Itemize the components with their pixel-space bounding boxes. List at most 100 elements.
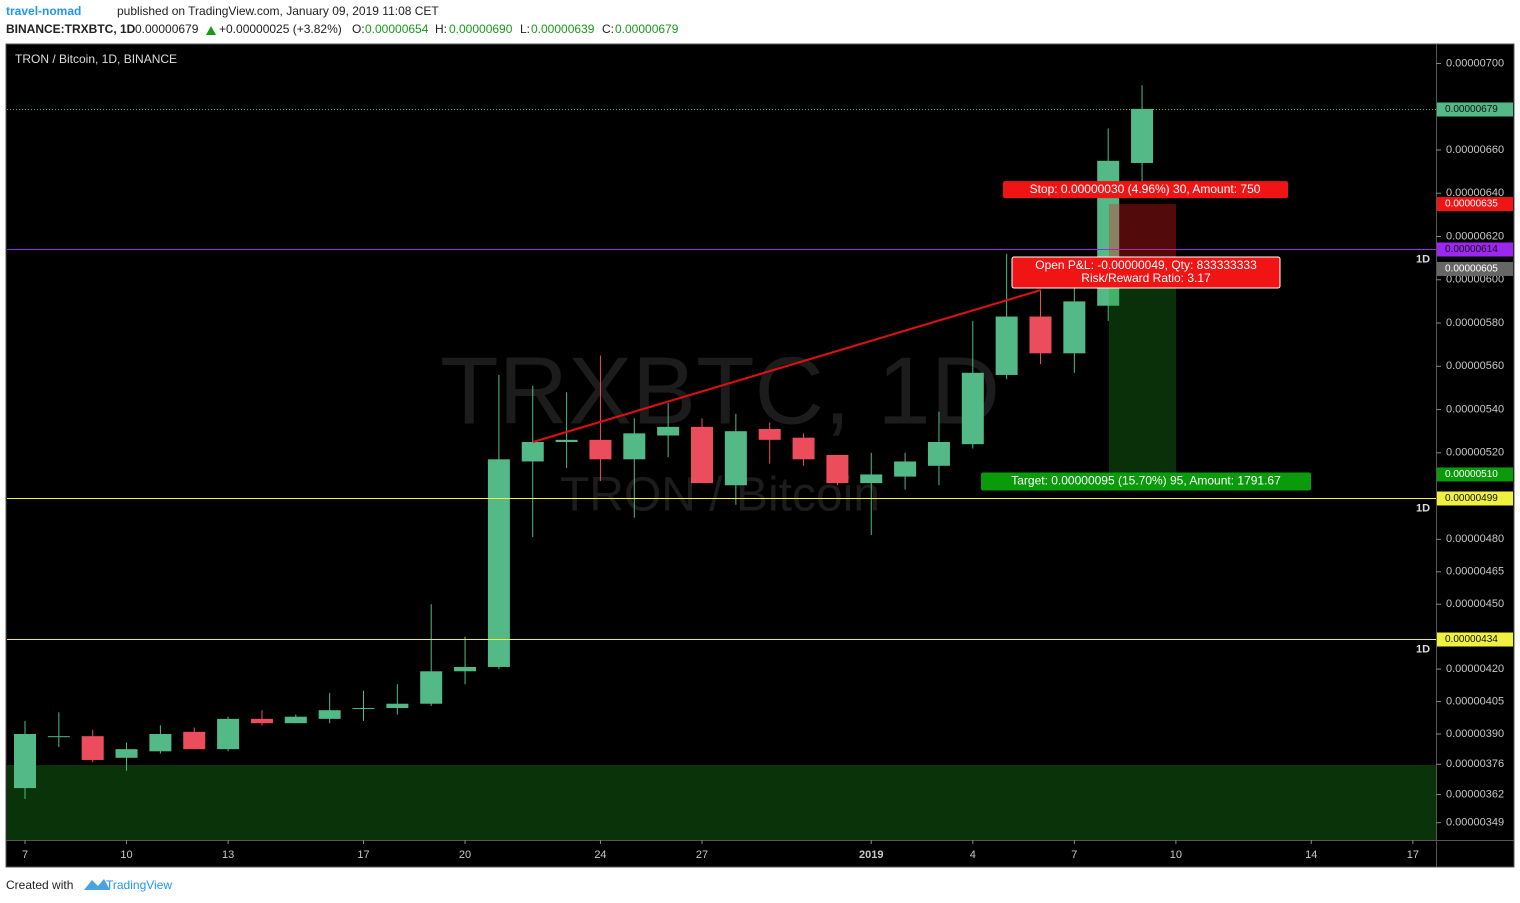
x-tick-label: 17 <box>1407 849 1419 861</box>
candle-body <box>14 734 36 789</box>
price-label-box <box>1437 632 1513 647</box>
watermark: TRXBTC, 1D <box>440 337 1000 444</box>
candle-body <box>1029 316 1052 354</box>
x-tick-label: 13 <box>222 849 234 861</box>
target-text-box <box>981 472 1311 491</box>
o-label: O: <box>352 22 365 36</box>
candle-body <box>352 708 375 710</box>
l-value: 0.00000639 <box>531 22 595 36</box>
tv-logo <box>84 879 110 890</box>
entry-price-label: 0.00000605 <box>1445 264 1498 275</box>
footer-created: Created with <box>6 878 73 892</box>
price-label: 0.00000434 <box>1445 634 1498 645</box>
o-value: 0.00000654 <box>365 22 429 36</box>
y-tick-label: 0.00000465 <box>1446 566 1504 578</box>
candle-body <box>318 710 341 719</box>
entry-price-box <box>1437 261 1513 276</box>
c-value: 0.00000679 <box>615 22 679 36</box>
x-tick-label: 24 <box>594 849 606 861</box>
chart-title: TRON / Bitcoin, 1D, BINANCE <box>15 52 177 66</box>
author[interactable]: travel-nomad <box>6 4 81 18</box>
y-tick-label: 0.00000540 <box>1446 403 1504 415</box>
y-tick-label: 0.00000376 <box>1446 758 1504 770</box>
stop-price-box <box>1437 197 1513 212</box>
stop-price-label: 0.00000635 <box>1445 199 1498 210</box>
candle-body <box>826 454 849 484</box>
candle-body <box>894 461 917 477</box>
y-tick-label: 0.00000450 <box>1446 598 1504 610</box>
symbol: BINANCE:TRXBTC, 1D <box>6 22 136 36</box>
y-tick-label: 0.00000560 <box>1446 360 1504 372</box>
target-price-label: 0.00000510 <box>1445 469 1498 480</box>
candle-body <box>961 372 984 445</box>
candle-body <box>792 437 815 460</box>
y-tick-label: 0.00000405 <box>1446 695 1504 707</box>
candle-body <box>1063 301 1086 354</box>
y-tick-label: 0.00000420 <box>1446 663 1504 675</box>
h-label: H: <box>435 22 447 36</box>
candle-body <box>217 718 240 750</box>
candle-body <box>47 736 70 738</box>
y-tick-label: 0.00000640 <box>1446 187 1504 199</box>
candle-body <box>284 716 307 724</box>
candle-body <box>657 426 680 436</box>
published: published on TradingView.com, January 09… <box>117 4 439 18</box>
candle-body <box>927 442 950 466</box>
candle-body <box>691 426 713 484</box>
x-tick-label: 7 <box>22 849 28 861</box>
y-tick-label: 0.00000620 <box>1446 230 1504 242</box>
candle-body <box>183 731 206 750</box>
y-tick-label: 0.00000660 <box>1446 144 1504 156</box>
y-tick-label: 0.00000580 <box>1446 317 1504 329</box>
candle-body <box>758 429 781 440</box>
pnl-box <box>1011 256 1281 289</box>
candle-body <box>521 442 544 462</box>
interval-label: 1D <box>1416 643 1430 655</box>
x-tick-label: 20 <box>459 849 471 861</box>
candle-body <box>724 431 747 486</box>
candle-body <box>589 439 612 460</box>
footer-brand[interactable]: TradingView <box>106 878 172 892</box>
price-label: 0.00000499 <box>1445 493 1498 504</box>
x-tick-label: 27 <box>696 849 708 861</box>
x-tick-label: 7 <box>1071 849 1077 861</box>
c-label: C: <box>602 22 614 36</box>
candle-body <box>860 474 883 484</box>
support-zone <box>7 765 1436 840</box>
y-tick-label: 0.00000349 <box>1446 817 1504 829</box>
candle-body <box>623 433 646 460</box>
overlay: 0.00000679 0.00000614 1D 0.00000499 1D 0.0000… <box>981 102 1513 655</box>
x-tick-label: 10 <box>1170 849 1182 861</box>
y-tick-label: 0.00000362 <box>1446 788 1504 800</box>
pnl-text: Open P&L: -0.00000049, Qty: 833333333 <box>1035 258 1257 272</box>
header: travel-nomad published on TradingView.co… <box>6 4 679 36</box>
candle-body <box>454 666 477 672</box>
candle-body <box>995 316 1018 375</box>
price-label-box <box>1437 242 1513 257</box>
candle-body <box>250 718 273 724</box>
target-zone <box>1109 268 1176 475</box>
candle-body <box>149 734 172 752</box>
plot: 0.00000700 0.00000660 0.00000640 0.00000620… <box>7 57 1504 861</box>
rr-text: Risk/Reward Ratio: 3.17 <box>1081 271 1211 285</box>
l-label: L: <box>520 22 530 36</box>
candle-body <box>1131 108 1154 163</box>
candle-body <box>115 749 138 758</box>
price-label-box <box>1437 102 1513 117</box>
y-tick-label: 0.00000480 <box>1446 533 1504 545</box>
y-tick-label: 0.00000600 <box>1446 274 1504 286</box>
change: +0.00000025 (+3.82%) <box>219 22 342 36</box>
candle-body <box>81 736 104 760</box>
up-arrow <box>206 26 216 35</box>
x-tick-label: 17 <box>357 849 369 861</box>
interval-label: 1D <box>1416 253 1430 265</box>
candle-body <box>420 671 443 704</box>
candle-body <box>386 703 409 709</box>
interval-label: 1D <box>1416 502 1430 514</box>
last-price: 0.00000679 <box>135 22 199 36</box>
target-price-box <box>1437 467 1513 482</box>
x-tick-label: 4 <box>970 849 976 861</box>
price-label: 0.00000679 <box>1445 104 1498 115</box>
target-text: Target: 0.00000095 (15.70%) 95, Amount: … <box>1011 474 1281 488</box>
